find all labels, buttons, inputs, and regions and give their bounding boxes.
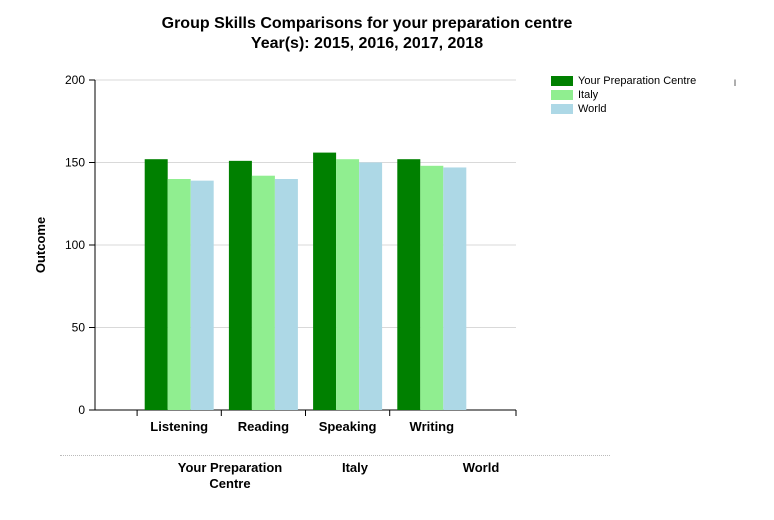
legend-label: World xyxy=(578,103,607,115)
bar xyxy=(228,160,252,410)
bar xyxy=(336,159,360,410)
legend-swatch xyxy=(551,76,573,86)
x-tick-label: Speaking xyxy=(319,419,377,434)
footer-divider xyxy=(60,455,610,457)
bar xyxy=(274,179,298,410)
bar xyxy=(443,167,467,410)
bar xyxy=(420,165,444,410)
chart-legend: Your Preparation Centre Italy World xyxy=(551,74,696,116)
bar xyxy=(144,159,168,410)
footer-label-world: World xyxy=(462,460,500,475)
x-tick-label: Writing xyxy=(410,419,455,434)
chart-title: Group Skills Comparisons for your prepar… xyxy=(0,14,734,54)
legend-swatch xyxy=(551,104,573,114)
footer-label-italy: Italy xyxy=(341,460,368,475)
y-tick-label: 200 xyxy=(65,73,85,87)
bar xyxy=(167,179,191,410)
legend-label: Italy xyxy=(578,89,599,101)
bar xyxy=(359,162,383,410)
bar xyxy=(397,159,421,410)
x-tick-label: Listening xyxy=(150,419,208,434)
footer-label-centre: Your Preparation Centre xyxy=(177,460,283,491)
y-tick-label: 0 xyxy=(78,403,85,417)
y-axis-label: Outcome xyxy=(33,217,48,273)
legend-item: Italy xyxy=(551,88,696,102)
y-tick-label: 150 xyxy=(65,156,85,170)
y-tick-label: 50 xyxy=(72,321,86,335)
bar xyxy=(313,152,337,410)
chart-subtitle: Year(s): 2015, 2016, 2017, 2018 xyxy=(250,35,484,52)
bar xyxy=(190,180,214,410)
y-tick-label: 100 xyxy=(65,238,85,252)
bar xyxy=(251,175,275,410)
legend-label: Your Preparation Centre xyxy=(578,75,697,87)
legend-swatch xyxy=(551,90,573,100)
legend-item: Your Preparation Centre xyxy=(551,74,696,88)
chart-title-text: Group Skills Comparisons for your prepar… xyxy=(161,15,573,32)
x-tick-label: Reading xyxy=(238,419,289,434)
side-mark: l xyxy=(734,78,736,88)
legend-item: World xyxy=(551,102,696,116)
